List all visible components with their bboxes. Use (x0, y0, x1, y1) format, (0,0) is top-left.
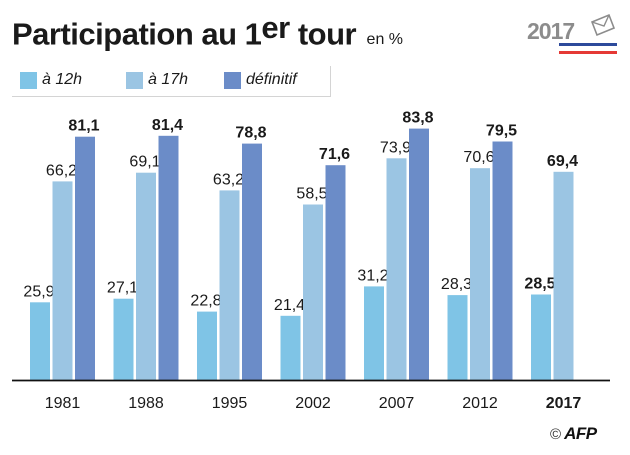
bar-2002-12h (280, 315, 301, 380)
title-main: Participation au 1 (12, 16, 262, 52)
bar-2012-12h (447, 295, 468, 380)
legend-swatch (126, 72, 143, 89)
data-label: 63,2 (213, 171, 244, 188)
data-label: 21,4 (274, 297, 305, 314)
bar-2002-17h (303, 204, 323, 380)
stripe-blue (559, 43, 617, 46)
x-tick-label: 2017 (546, 395, 582, 412)
bar-1988-17h (136, 172, 156, 380)
data-label: 25,9 (23, 283, 54, 300)
bar-2017-12h (531, 294, 551, 380)
legend-swatch (20, 72, 37, 89)
x-tick-label: 2012 (462, 395, 498, 412)
title-end: tour (289, 16, 357, 52)
bar-2012-17h (470, 168, 490, 380)
bar-1995-12h (197, 311, 217, 380)
bar-2007-17h (386, 158, 407, 380)
legend-label: à 17h (148, 71, 189, 88)
bar-2017-17h (553, 171, 574, 380)
unit-label: en % (366, 31, 404, 49)
data-label: 81,4 (152, 117, 183, 134)
chart-title: Participation au 1er tour en % (12, 10, 403, 52)
data-label: 73,9 (380, 139, 411, 156)
data-label: 81,1 (68, 118, 99, 135)
x-tick-label: 1995 (212, 395, 248, 412)
stripe-red (559, 51, 617, 54)
bar-2007-12h (364, 286, 384, 380)
x-tick-label: 1981 (45, 395, 81, 412)
x-tick-label: 2007 (379, 395, 415, 412)
data-label: 70,6 (463, 149, 494, 166)
bar-1995-definitif (242, 143, 262, 380)
legend-label: à 12h (42, 71, 83, 88)
election-logo: 2017 (527, 10, 619, 54)
data-label: 69,4 (547, 153, 578, 170)
bar-1981-definitif (75, 136, 95, 380)
x-tick-label: 2002 (295, 395, 331, 412)
bar-2007-definitif (409, 128, 429, 380)
data-label: 66,2 (46, 162, 77, 179)
data-label: 22,8 (190, 293, 221, 310)
legend-label: définitif (246, 71, 297, 88)
data-label: 28,5 (524, 276, 555, 293)
copyright-symbol: © (550, 426, 562, 443)
bar-2012-definitif (492, 141, 513, 380)
data-label: 83,8 (402, 110, 433, 127)
data-label: 27,1 (107, 280, 138, 297)
logo-year: 2017 (527, 18, 575, 44)
data-label: 71,6 (319, 146, 350, 163)
tricolor-stripes (559, 43, 617, 55)
stripe-white (559, 47, 617, 50)
credit: © AFP (550, 424, 597, 444)
bar-1981-17h (52, 181, 73, 380)
legend: à 12h à 17h définitif (12, 66, 331, 97)
data-label: 69,1 (129, 154, 160, 171)
ballot-envelope-icon (590, 13, 616, 37)
title-superscript: er (261, 10, 290, 45)
bar-1988-definitif (158, 135, 179, 380)
data-label: 58,5 (296, 186, 327, 203)
bar-1988-12h (113, 298, 134, 380)
bar-1981-12h (30, 302, 50, 380)
bar-1995-17h (219, 190, 240, 380)
bar-2002-definitif (325, 165, 346, 380)
afp-logo: AFP (564, 424, 597, 443)
data-label: 78,8 (235, 125, 266, 142)
data-label: 31,2 (357, 267, 388, 284)
legend-swatch (224, 72, 241, 89)
x-tick-label: 1988 (128, 395, 164, 412)
data-label: 28,3 (441, 276, 472, 293)
data-label: 79,5 (486, 123, 517, 140)
